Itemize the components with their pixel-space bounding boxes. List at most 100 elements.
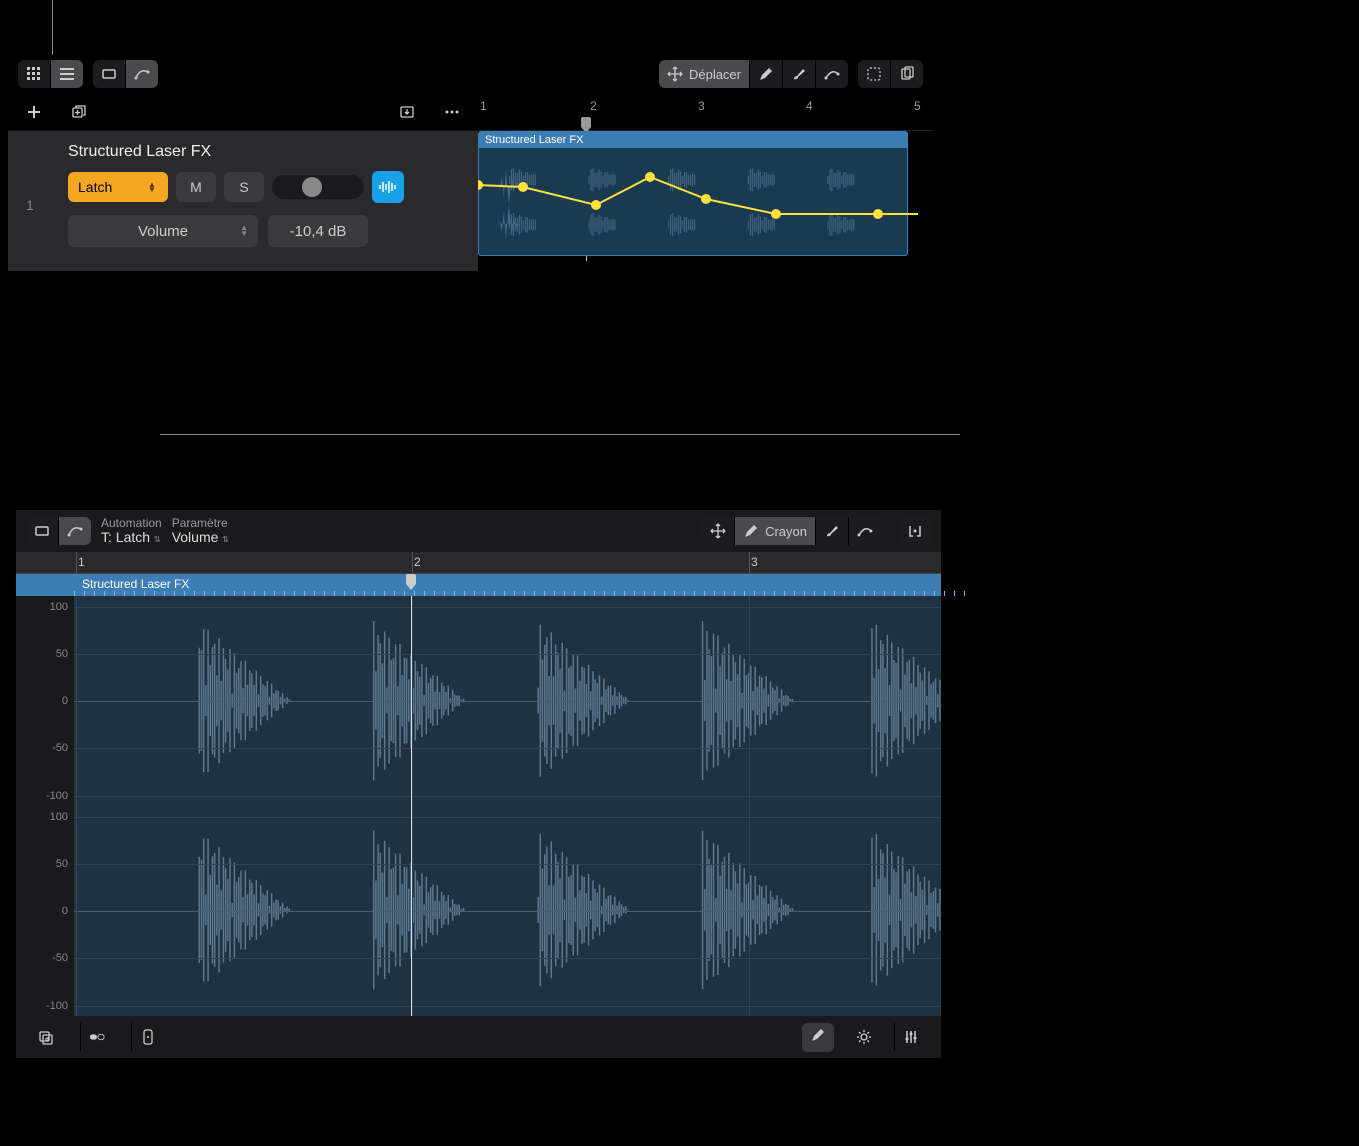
- crayon-label: Crayon: [765, 524, 807, 539]
- editor-pencil-tool-button[interactable]: Crayon: [734, 517, 815, 545]
- parameter-group[interactable]: Paramètre Volume ⇅: [172, 516, 229, 547]
- chevron-updown-icon: ⇅: [222, 535, 229, 544]
- rectangle-icon: [101, 66, 117, 82]
- editor-region-header: Structured Laser FX: [16, 574, 941, 596]
- action-group: [858, 60, 923, 88]
- ellipsis-icon: [444, 104, 460, 120]
- region-waveform-bursts: [479, 150, 907, 257]
- move-icon: [710, 523, 726, 539]
- editor-ruler[interactable]: 123: [16, 552, 941, 574]
- editor-yaxis: 100500-50-100100500-50-100: [16, 596, 74, 1016]
- brightness-button[interactable]: [848, 1023, 880, 1051]
- sliders-icon: [903, 1029, 919, 1045]
- plus-icon: [26, 104, 42, 120]
- parameter-value-label: Volume: [172, 529, 219, 545]
- brightness-icon: [856, 1029, 872, 1045]
- editor-tool-group: Crayon: [702, 517, 881, 545]
- import-icon: [399, 104, 415, 120]
- ruler-tick: 1: [480, 99, 487, 113]
- yaxis-label: -50: [52, 742, 68, 754]
- copy-button[interactable]: [890, 60, 923, 88]
- playhead-marker[interactable]: [581, 117, 593, 131]
- yaxis-label: 50: [56, 858, 68, 870]
- tool-group: Déplacer: [659, 60, 848, 88]
- editor-curve-tool-button[interactable]: [848, 517, 881, 545]
- trim-button[interactable]: [899, 517, 931, 545]
- track-header-toolbar: [8, 93, 478, 131]
- trim-icon: [907, 523, 923, 539]
- view-mode-group: [18, 60, 83, 88]
- annotation-callout-middle: [160, 434, 960, 435]
- editor-playhead-marker[interactable]: [406, 574, 418, 588]
- editor-body: 100500-50-100100500-50-100: [16, 596, 941, 1016]
- editor-move-tool-button[interactable]: [702, 517, 734, 545]
- list-view-button[interactable]: [50, 60, 83, 88]
- timeline-area[interactable]: 12345 Structured Laser FX: [478, 93, 933, 328]
- automation-curve-icon: [67, 523, 83, 539]
- curve-icon: [824, 66, 840, 82]
- editor-ruler-tick: 1: [78, 555, 85, 569]
- parameter-value[interactable]: -10,4 dB: [268, 215, 368, 247]
- volume-slider[interactable]: [272, 175, 364, 199]
- yaxis-label: -100: [46, 1000, 68, 1012]
- grid-icon: [26, 66, 42, 82]
- editor-automation-view-button[interactable]: [58, 517, 91, 545]
- add-track-button[interactable]: [18, 98, 50, 126]
- region-view-button[interactable]: [93, 60, 125, 88]
- move-tool-button[interactable]: Déplacer: [659, 60, 749, 88]
- editor-panel: Automation T: Latch ⇅ Paramètre Volume ⇅…: [16, 510, 941, 1058]
- brush-tool-button[interactable]: [782, 60, 815, 88]
- editor-waveform: [74, 596, 941, 1015]
- audio-region[interactable]: Structured Laser FX: [478, 131, 908, 256]
- track-name: Structured Laser FX: [68, 143, 464, 161]
- link-button[interactable]: [131, 1023, 164, 1051]
- grid-view-button[interactable]: [18, 60, 50, 88]
- tracks-area: 1 Structured Laser FX Latch ▲▼ M S: [8, 93, 933, 328]
- yaxis-label: 100: [50, 601, 68, 613]
- solo-button[interactable]: S: [224, 172, 264, 202]
- top-toolbar: Déplacer: [8, 55, 933, 93]
- editor-playhead-line: [411, 596, 412, 1016]
- pencil-icon: [810, 1027, 826, 1043]
- automation-mode-dropdown[interactable]: Latch ▲▼: [68, 172, 168, 202]
- automation-view-button[interactable]: [125, 60, 158, 88]
- editor-brush-tool-button[interactable]: [815, 517, 848, 545]
- parameter-label: Volume: [138, 223, 188, 240]
- copy-icon: [899, 66, 915, 82]
- timeline-ruler[interactable]: 12345: [478, 93, 933, 131]
- more-button[interactable]: [435, 98, 468, 126]
- automation-mode-value: T: Latch: [101, 529, 150, 545]
- editor-wave-area[interactable]: [74, 596, 941, 1016]
- editor-toolbar: Automation T: Latch ⇅ Paramètre Volume ⇅…: [16, 510, 941, 552]
- annotation-callout-top: [52, 0, 53, 55]
- edit-mode-button[interactable]: [802, 1023, 834, 1052]
- pencil-icon: [758, 66, 774, 82]
- curve-tool-button[interactable]: [815, 60, 848, 88]
- ruler-tick: 5: [914, 99, 921, 113]
- library-button[interactable]: [30, 1023, 62, 1051]
- slider-thumb[interactable]: [302, 177, 322, 197]
- chevron-updown-icon: ⇅: [154, 535, 161, 544]
- parameter-dropdown[interactable]: Volume ▲▼: [68, 215, 258, 247]
- region-title: Structured Laser FX: [479, 132, 907, 148]
- catch-button[interactable]: [80, 1023, 113, 1051]
- chevron-updown-icon: ▲▼: [240, 225, 248, 237]
- brush-icon: [824, 523, 840, 539]
- curve-icon: [857, 523, 873, 539]
- chevron-updown-icon: ▲▼: [148, 182, 158, 192]
- editor-region-view-button[interactable]: [26, 517, 58, 545]
- automation-mode-group[interactable]: Automation T: Latch ⇅: [101, 516, 162, 547]
- duplicate-track-button[interactable]: [62, 98, 95, 126]
- marquee-icon: [866, 66, 882, 82]
- yaxis-label: 100: [50, 811, 68, 823]
- yaxis-label: 0: [62, 905, 68, 917]
- mixer-button[interactable]: [894, 1023, 927, 1051]
- pencil-tool-button[interactable]: [749, 60, 782, 88]
- marquee-button[interactable]: [858, 60, 890, 88]
- automation-heading: Automation: [101, 516, 162, 530]
- import-button[interactable]: [391, 98, 423, 126]
- editor-ruler-tick: 3: [751, 555, 758, 569]
- track-header[interactable]: 1 Structured Laser FX Latch ▲▼ M S: [8, 131, 478, 271]
- track-type-icon[interactable]: [372, 171, 404, 203]
- mute-button[interactable]: M: [176, 172, 216, 202]
